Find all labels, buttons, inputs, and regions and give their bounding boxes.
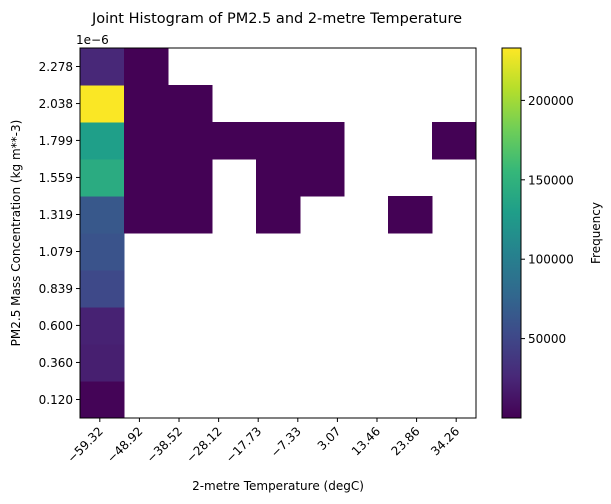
colorbar-tick-label: 50000 xyxy=(528,332,566,346)
chart-title: Joint Histogram of PM2.5 and 2-metre Tem… xyxy=(91,11,462,27)
colorbar-tick-label: 200000 xyxy=(528,94,574,108)
y-offset-label: 1e−6 xyxy=(76,33,109,47)
x-tick-label: −17.73 xyxy=(223,424,264,465)
x-tick-label: −28.12 xyxy=(183,424,224,465)
x-tick-label: −59.32 xyxy=(65,424,106,465)
heatmap-cell xyxy=(388,196,433,234)
y-tick-label: 1.079 xyxy=(39,245,73,259)
y-tick-label: 0.839 xyxy=(39,282,73,296)
x-tick-label: −38.52 xyxy=(144,424,185,465)
colorbar-ticks: 50000 100000 150000 200000 xyxy=(521,94,574,346)
heatmap-cell xyxy=(124,196,169,234)
y-tick-label: 0.360 xyxy=(39,356,73,370)
heatmap-cell xyxy=(80,344,125,382)
heatmap-cell xyxy=(256,159,301,197)
heatmap-cell xyxy=(80,233,125,271)
heatmap-cell xyxy=(80,159,125,197)
heatmap-cell xyxy=(256,122,301,160)
y-tick-label: 2.038 xyxy=(39,97,73,111)
heatmap-cell xyxy=(168,159,213,197)
heatmap-cell xyxy=(432,122,477,160)
y-tick-label: 1.319 xyxy=(39,208,73,222)
colorbar xyxy=(501,47,522,419)
x-tick-label: −7.33 xyxy=(268,424,304,460)
heatmap-cell xyxy=(124,85,169,123)
colorbar-tick-label: 100000 xyxy=(528,253,574,267)
x-axis-label: 2-metre Temperature (degC) xyxy=(192,479,364,493)
heatmap-cell xyxy=(168,196,213,234)
heatmap-cell xyxy=(80,85,125,123)
y-tick-label: 2.278 xyxy=(39,60,73,74)
heatmap-cell xyxy=(80,122,125,160)
heatmap-cell xyxy=(80,48,125,86)
heatmap-cell xyxy=(124,159,169,197)
heatmap-cell xyxy=(212,122,257,160)
heatmap-cell xyxy=(80,270,125,308)
x-tick-label: 13.46 xyxy=(349,424,383,458)
y-tick-label: 0.120 xyxy=(39,393,73,407)
heatmap-cell xyxy=(256,196,301,234)
y-tick-label: 0.600 xyxy=(39,319,73,333)
x-axis-ticks: −59.32−48.92−38.52−28.12−17.73 −7.33 3.07 1… xyxy=(65,418,462,466)
heatmap-cell xyxy=(168,122,213,160)
heatmap-cells xyxy=(80,48,477,419)
heatmap-cell xyxy=(300,122,345,160)
y-tick-label: 1.799 xyxy=(39,134,73,148)
heatmap-cell xyxy=(124,48,169,86)
heatmap-cell xyxy=(80,196,125,234)
plot-frame xyxy=(79,47,477,419)
y-axis-label: PM2.5 Mass Concentration (kg m**-3) xyxy=(9,120,23,347)
colorbar-label: Frequency xyxy=(589,202,603,264)
y-tick-label: 1.559 xyxy=(39,171,73,185)
heatmap-cell xyxy=(300,159,345,197)
heatmap-cell xyxy=(80,307,125,345)
heatmap-cell xyxy=(80,381,125,419)
x-tick-label: −48.92 xyxy=(104,424,145,465)
x-tick-label: 23.86 xyxy=(389,424,423,458)
x-tick-label: 3.07 xyxy=(315,424,344,453)
y-axis-ticks: 0.120 0.360 0.600 0.839 1.079 1.319 1.559 1.799… xyxy=(39,60,80,407)
heatmap-cell xyxy=(124,122,169,160)
x-tick-label: 34.26 xyxy=(428,424,462,458)
heatmap-cell xyxy=(168,85,213,123)
colorbar-tick-label: 150000 xyxy=(528,173,574,187)
